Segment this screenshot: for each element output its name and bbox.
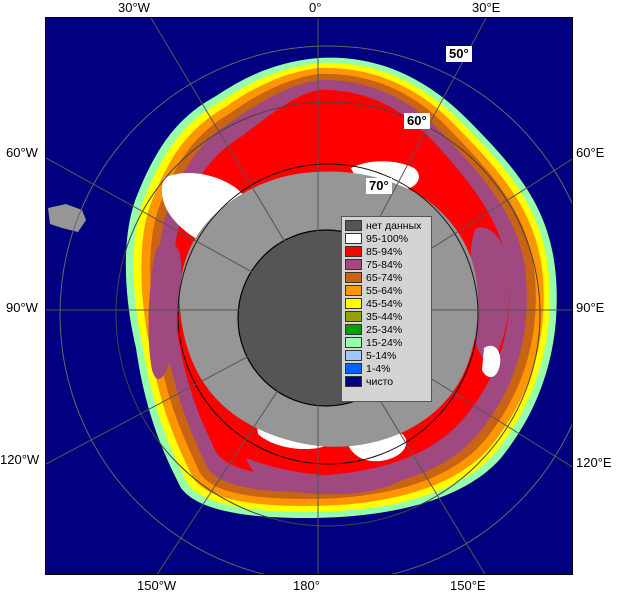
lon-label-30e: 30°E	[472, 0, 501, 15]
ice-patch-75-84-east	[470, 227, 510, 362]
legend-label: 75-84%	[366, 258, 403, 271]
lon-label-180: 180°	[293, 578, 320, 593]
sea-ice-map-graphic	[46, 18, 572, 574]
legend-item: чисто	[345, 375, 431, 388]
legend-label: 85-94%	[366, 245, 403, 258]
legend-label: 25-34%	[366, 323, 403, 336]
legend-label: чисто	[366, 375, 394, 388]
legend-label: 5-14%	[366, 349, 397, 362]
latitude-circle-70	[177, 163, 479, 465]
legend: нет данных 95-100% 85-94% 75-84% 65-74% 55-64…	[341, 216, 432, 402]
legend-swatch	[345, 324, 362, 335]
lat-label-50: 50°	[446, 46, 472, 62]
lon-label-0: 0°	[309, 0, 322, 15]
lon-label-30w: 30°W	[118, 0, 150, 15]
meridian-120w	[46, 313, 329, 465]
south-america-land	[48, 204, 86, 232]
lat-label-60: 60°	[404, 113, 430, 129]
legend-item: нет данных	[345, 219, 431, 232]
latitude-circle-60	[115, 101, 541, 527]
legend-item: 95-100%	[345, 232, 431, 245]
legend-swatch	[345, 285, 362, 296]
legend-item: 65-74%	[345, 271, 431, 284]
legend-swatch	[345, 272, 362, 283]
lon-label-120e: 120°E	[576, 455, 612, 470]
legend-label: 55-64%	[366, 284, 403, 297]
legend-swatch	[345, 246, 362, 257]
legend-swatch	[345, 363, 362, 374]
legend-swatch	[345, 259, 362, 270]
ice-patch-95-100-east	[482, 345, 501, 378]
meridian-30w	[150, 18, 329, 315]
sea-ice-map: 50° 60° 70°	[45, 17, 573, 575]
latitude-circle-50	[59, 45, 572, 574]
lat-label-70: 70°	[366, 178, 392, 194]
legend-item: 15-24%	[345, 336, 431, 349]
legend-label: нет данных	[366, 219, 422, 232]
legend-item: 55-64%	[345, 284, 431, 297]
meridian-150w	[156, 313, 329, 574]
legend-label: 45-54%	[366, 297, 403, 310]
legend-item: 25-34%	[345, 323, 431, 336]
legend-label: 95-100%	[366, 232, 409, 245]
lon-label-90w: 90°W	[6, 300, 38, 315]
legend-label: 1-4%	[366, 362, 391, 375]
legend-swatch	[345, 376, 362, 387]
lon-label-90e: 90°E	[576, 300, 605, 315]
legend-label: 65-74%	[366, 271, 403, 284]
legend-swatch	[345, 233, 362, 244]
legend-label: 35-44%	[366, 310, 403, 323]
legend-item: 45-54%	[345, 297, 431, 310]
legend-item: 75-84%	[345, 258, 431, 271]
legend-swatch	[345, 298, 362, 309]
legend-item: 85-94%	[345, 245, 431, 258]
legend-swatch	[345, 350, 362, 361]
legend-swatch	[345, 220, 362, 231]
legend-item: 5-14%	[345, 349, 431, 362]
lon-label-150e: 150°E	[450, 578, 486, 593]
lon-label-60e: 60°E	[576, 145, 605, 160]
lon-label-60w: 60°W	[6, 145, 38, 160]
lon-label-150w: 150°W	[137, 578, 177, 593]
legend-item: 1-4%	[345, 362, 431, 375]
legend-item: 35-44%	[345, 310, 431, 323]
ice-patch-75-84-south	[246, 458, 426, 495]
lon-label-120w: 120°W	[0, 452, 40, 467]
legend-label: 15-24%	[366, 336, 403, 349]
meridian-60w	[46, 157, 329, 315]
legend-swatch	[345, 337, 362, 348]
legend-swatch	[345, 311, 362, 322]
ice-patch-75-84-west	[148, 242, 182, 379]
